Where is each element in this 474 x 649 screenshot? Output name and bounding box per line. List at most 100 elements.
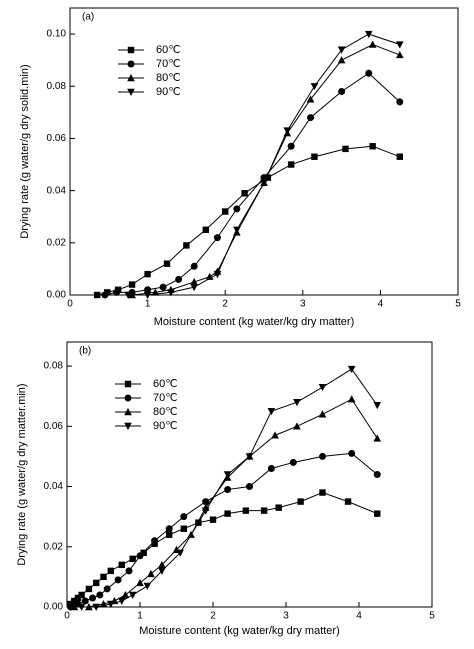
- marker: [310, 83, 319, 91]
- marker: [205, 272, 214, 280]
- marker: [344, 498, 352, 505]
- marker: [70, 603, 79, 611]
- x-tick-label: 4: [356, 611, 362, 622]
- marker: [163, 260, 171, 267]
- panel-label: (b): [79, 346, 91, 357]
- marker: [233, 226, 241, 234]
- marker: [209, 516, 217, 523]
- marker: [396, 98, 404, 106]
- marker: [347, 365, 356, 374]
- marker: [136, 552, 144, 560]
- legend-label: 80℃: [156, 72, 181, 84]
- marker: [144, 270, 151, 278]
- marker: [165, 525, 173, 533]
- marker: [121, 590, 130, 599]
- marker: [202, 498, 210, 506]
- x-tick-label: 4: [378, 299, 384, 310]
- marker: [151, 537, 159, 545]
- marker: [224, 510, 231, 517]
- marker: [373, 434, 382, 442]
- marker: [287, 161, 295, 168]
- marker: [318, 383, 327, 392]
- y-tick-label: 0.00: [44, 602, 64, 613]
- marker: [338, 87, 346, 95]
- marker: [93, 291, 101, 299]
- marker: [107, 600, 115, 608]
- marker: [147, 569, 155, 578]
- marker: [113, 288, 121, 296]
- marker: [124, 422, 132, 430]
- marker: [180, 525, 187, 532]
- marker: [71, 597, 78, 605]
- marker: [101, 291, 109, 299]
- marker: [245, 453, 254, 461]
- marker: [89, 594, 97, 602]
- marker: [128, 591, 137, 599]
- marker: [311, 153, 318, 160]
- marker: [213, 270, 222, 279]
- panel: 0 1 2 3 4 5 0.00 0.02 0.04 0.06 0.08 0.10 (a) Moistur…: [19, 7, 461, 328]
- legend-label: 70℃: [156, 58, 181, 70]
- marker: [107, 567, 114, 575]
- x-tick-label: 5: [455, 299, 461, 310]
- marker: [124, 394, 132, 402]
- marker: [127, 46, 135, 54]
- marker: [369, 143, 376, 150]
- y-tick-label: 0.02: [47, 237, 67, 248]
- y-tick-label: 0.10: [47, 29, 67, 40]
- y-tick-label: 0.04: [47, 185, 67, 196]
- legend-label: 60℃: [153, 378, 178, 390]
- marker: [347, 395, 356, 403]
- marker: [166, 531, 173, 538]
- marker: [319, 452, 326, 460]
- plot-frame: [69, 7, 459, 296]
- marker: [144, 286, 152, 294]
- y-tick-label: 0.00: [47, 290, 67, 301]
- series-line: [81, 368, 378, 608]
- marker: [190, 283, 198, 292]
- marker: [364, 30, 373, 39]
- marker: [319, 489, 326, 496]
- marker: [224, 486, 232, 494]
- marker: [306, 95, 315, 103]
- y-tick-label: 0.08: [47, 81, 67, 92]
- marker: [271, 431, 279, 439]
- marker: [81, 597, 89, 605]
- marker: [293, 422, 301, 430]
- marker: [246, 483, 253, 491]
- x-tick-label: 5: [429, 611, 435, 622]
- marker: [190, 262, 198, 270]
- x-tick-label: 3: [300, 299, 306, 310]
- marker: [396, 41, 404, 49]
- y-axis-label: Drying rate (g water/g dry solid.min): [19, 64, 31, 238]
- marker: [307, 114, 315, 122]
- marker: [233, 205, 241, 213]
- marker: [213, 234, 221, 242]
- series-line: [104, 72, 401, 296]
- marker: [114, 576, 122, 584]
- marker: [125, 567, 133, 575]
- x-tick-label: 1: [137, 611, 143, 622]
- marker: [242, 507, 250, 514]
- x-tick-label: 2: [222, 299, 228, 310]
- y-tick-label: 0.04: [44, 481, 64, 492]
- marker: [202, 226, 209, 233]
- legend-label: 70℃: [153, 392, 178, 404]
- marker: [127, 88, 135, 96]
- legend-label: 90℃: [156, 86, 181, 98]
- series-line: [70, 492, 378, 605]
- marker: [124, 291, 132, 299]
- marker: [241, 190, 248, 197]
- marker: [297, 498, 304, 505]
- marker: [129, 555, 136, 563]
- marker: [337, 46, 346, 54]
- marker: [127, 74, 135, 82]
- marker: [96, 591, 104, 599]
- plot-frame: [66, 341, 433, 608]
- series-line: [70, 452, 378, 608]
- marker: [103, 585, 111, 593]
- marker: [124, 408, 132, 416]
- marker: [267, 464, 275, 472]
- panel: 0 1 2 3 4 5 0.00 0.02 0.04 0.06 0.08 (b) Moisture co…: [16, 341, 435, 637]
- marker: [348, 449, 356, 457]
